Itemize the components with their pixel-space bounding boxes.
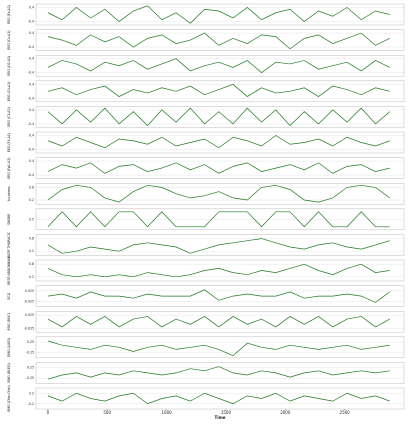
y-axis-label: EEG (C4-A1) [7, 82, 11, 102]
y-tick-label: 0.4 [29, 57, 34, 61]
x-tick-label: 2500 [340, 410, 351, 415]
signal-line [47, 32, 390, 50]
y-tick-label: 0.8 [29, 262, 34, 266]
y-axis-label: EMG (LLEG) [7, 338, 11, 357]
signal-line [47, 316, 390, 328]
signal-line [47, 135, 390, 149]
y-axis-label: EEG (F4-A1) [7, 133, 11, 152]
y-tick-label: 0.4 [29, 82, 34, 86]
panel-frame [35, 387, 405, 410]
panel-frame [35, 106, 405, 128]
x-axis-label: Time [215, 415, 226, 420]
panel-frame [35, 80, 405, 103]
y-axis-label: EEG (Fz-A2) [7, 5, 11, 24]
y-tick-label: 0.5 [29, 217, 34, 221]
y-tick-label: -0.25 [26, 351, 34, 355]
y-tick-label: -0.025 [24, 326, 34, 330]
signal-line [47, 289, 390, 303]
y-tick-label: 0.4 [29, 159, 34, 163]
y-tick-label: -0.4 [28, 148, 34, 152]
x-tick-label: 2000 [280, 410, 291, 415]
y-tick-label: 0.025 [25, 313, 34, 317]
panel-frame [35, 310, 405, 333]
y-tick-label: -0.4 [28, 71, 34, 75]
y-tick-label: 0.2 [29, 275, 34, 279]
y-axis-label: EEG (Fp1-A2) [7, 158, 11, 179]
y-tick-label: -0.025 [24, 299, 34, 303]
panel-frame [35, 29, 405, 51]
signal-line [47, 83, 390, 97]
y-tick-label: 0.2 [29, 391, 34, 395]
y-axis-label: Loudness [7, 186, 11, 201]
y-axis-label: EMG (RLEG) [7, 363, 11, 382]
signal-line [47, 238, 390, 254]
panel-frame [35, 234, 405, 256]
panel-frame [35, 362, 405, 384]
y-tick-label: -0.25 [26, 376, 34, 380]
y-tick-label: 0.4 [29, 6, 34, 10]
y-tick-label: 0.2 [29, 198, 34, 202]
y-axis-label: EEG (Cz-A1) [7, 31, 11, 50]
signal-line [47, 5, 390, 24]
y-tick-label: -0.4 [28, 20, 34, 24]
signal-line [47, 340, 390, 357]
y-axis-label: RESP ABDOMINAL [7, 256, 11, 285]
y-tick-label: -0.4 [28, 45, 34, 49]
y-tick-label: 0.2 [29, 249, 34, 253]
y-tick-label: 0.25 [27, 366, 34, 370]
y-axis-label: EEG (C3-A2) [7, 107, 11, 127]
panel-frame [35, 259, 405, 282]
y-axis-label: RESP THORACIC [7, 231, 11, 257]
y-axis-label: EMG (Chin-Chin) [7, 385, 11, 411]
y-tick-label: 0.4 [29, 31, 34, 35]
y-tick-label: 0.8 [29, 237, 34, 241]
signal-line [47, 263, 390, 278]
y-tick-label: 0.025 [25, 289, 34, 293]
y-axis-label: ECG [7, 292, 11, 299]
y-tick-label: -0.4 [28, 173, 34, 177]
panel-frame [35, 3, 405, 26]
y-tick-label: -0.2 [28, 402, 34, 406]
signal-line [47, 58, 390, 74]
x-tick-label: 0 [47, 410, 50, 415]
y-tick-label: 0.4 [29, 108, 34, 112]
y-tick-label: -0.4 [28, 96, 34, 100]
y-tick-label: -0.4 [28, 122, 34, 126]
panel-frame [35, 157, 405, 179]
panel-frame [35, 54, 405, 77]
y-axis-label: EEG (O2-A1) [7, 56, 11, 76]
signal-line [47, 107, 390, 127]
x-tick-label: 1000 [161, 410, 172, 415]
y-axis-label: SNORE [7, 214, 11, 225]
panel-frame [35, 336, 405, 359]
y-tick-label: 0.25 [27, 340, 34, 344]
panel-frame [35, 182, 405, 205]
signal-line [47, 392, 390, 405]
panel-frame [35, 285, 405, 307]
signal-line [47, 366, 390, 380]
y-axis-label: EOG (ROC) [7, 313, 11, 330]
x-tick-label: 1500 [221, 410, 232, 415]
signal-line [47, 184, 390, 203]
signal-line [47, 211, 390, 228]
x-tick-label: 500 [103, 410, 111, 415]
signal-line [47, 162, 390, 174]
panel-frame [35, 131, 405, 154]
y-tick-label: 0.4 [29, 134, 34, 138]
y-tick-label: 0.8 [29, 185, 34, 189]
